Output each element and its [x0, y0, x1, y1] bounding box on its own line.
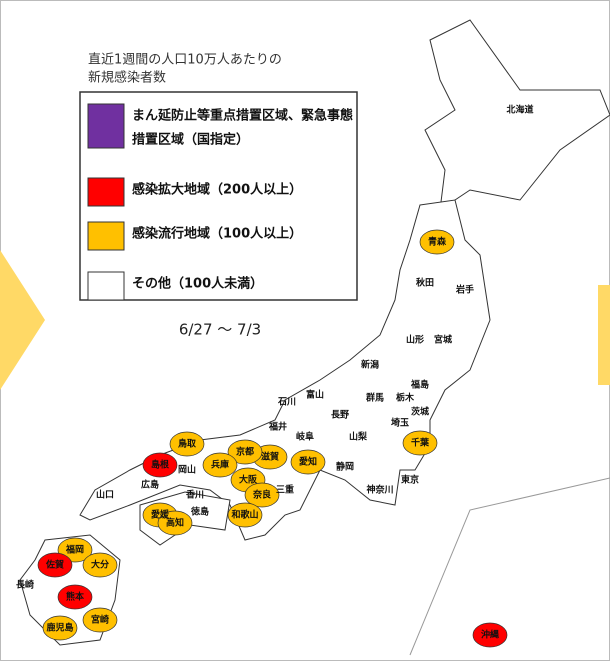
prefecture-area [142, 452, 178, 478]
prefecture-area [244, 482, 280, 508]
prefecture-label: 新潟 [361, 359, 379, 371]
prefecture-label: 長崎 [16, 579, 34, 591]
prefecture-label: 熊本 [66, 591, 85, 603]
legend-label: 感染拡大地域（200人以上） [132, 182, 302, 198]
prefecture-label: 神奈川 [366, 484, 393, 496]
prefecture-label: 三重 [276, 484, 294, 496]
legend-title: 直近1週間の人口10万人あたりの [88, 53, 282, 68]
legend-label: 感染流行地域（100人以上） [132, 226, 302, 242]
prefecture-label: 山形 [406, 334, 424, 346]
legend-swatch [87, 177, 125, 207]
prefecture-label: 石川 [277, 397, 296, 408]
legend-label: 措置区域（国指定） [132, 132, 249, 148]
prefecture-label: 和歌山 [230, 509, 258, 521]
prefecture-area [42, 615, 78, 641]
legend-title: 新規感染者数 [88, 70, 166, 86]
prefecture-area [82, 607, 118, 633]
prefecture-label: 静岡 [336, 461, 354, 473]
prefecture-label: 山口 [96, 489, 114, 501]
prefecture-label: 高知 [166, 517, 184, 529]
period: 6/27 〜 7/3 [179, 321, 261, 339]
prefecture-label: 福岡 [65, 544, 84, 556]
prefecture-area [227, 502, 263, 528]
prefecture-label: 埼玉 [391, 417, 409, 429]
prefecture-area [169, 431, 205, 457]
legend-box [79, 91, 358, 301]
prefecture-label: 栃木 [396, 392, 415, 404]
legend-label: その他（100人未満） [132, 276, 263, 292]
prefecture-label: 佐賀 [45, 559, 64, 571]
prefecture-label: 岐阜 [296, 431, 314, 443]
prefecture-label: 徳島 [190, 506, 209, 518]
prefecture-area [472, 622, 508, 648]
prefecture-label: 青森 [428, 236, 447, 248]
prefecture-area [419, 229, 455, 255]
prefecture-area [290, 449, 326, 475]
prefecture-label: 大分 [91, 559, 109, 571]
prefecture-area [57, 584, 93, 610]
prefecture-label: 山梨 [349, 431, 368, 443]
hokkaido-shape [424, 19, 610, 212]
prefecture-area [82, 552, 118, 578]
prefecture-label: 香川 [185, 489, 204, 501]
prefecture-label: 鹿児島 [45, 622, 73, 634]
prefecture-label: 群馬 [365, 392, 384, 404]
prefecture-label: 岡山 [178, 464, 196, 476]
right-arrow [598, 285, 610, 385]
legend-swatch [87, 103, 125, 149]
prefecture-label: 広島 [141, 479, 159, 491]
prefecture-label: 東京 [401, 474, 419, 486]
prefecture-label: 滋賀 [261, 451, 279, 463]
prefecture-label: 奈良 [252, 489, 271, 501]
left-arrow [0, 250, 45, 390]
prefecture-label: 北海道 [506, 104, 533, 116]
legend-label: まん延防止等重点措置区域、緊急事態 [132, 108, 353, 124]
prefecture-area [202, 452, 238, 478]
prefecture-label: 沖縄 [481, 629, 499, 641]
prefecture-label: 長野 [331, 410, 349, 421]
legend-swatch [87, 221, 125, 251]
prefecture-area [402, 430, 438, 456]
prefecture-area [37, 552, 73, 578]
prefecture-label: 秋田 [415, 277, 434, 289]
prefecture-area [157, 510, 193, 536]
inset-border [409, 477, 610, 656]
prefecture-label: 岩手 [455, 284, 474, 296]
prefecture-label: 茨城 [411, 406, 429, 418]
prefecture-label: 福島 [410, 379, 429, 391]
prefecture-label: 宮崎 [91, 614, 109, 626]
prefecture-label: 島根 [151, 459, 170, 471]
prefecture-label: 千葉 [411, 437, 430, 449]
prefecture-label: 大阪 [239, 474, 258, 486]
prefecture-area [227, 439, 263, 465]
prefecture-label: 富山 [306, 389, 324, 401]
prefecture-label: 鳥取 [178, 438, 197, 450]
legend-swatch [87, 271, 125, 301]
prefecture-label: 京都 [236, 446, 254, 458]
prefecture-label: 福井 [268, 421, 287, 433]
prefecture-label: 兵庫 [211, 459, 229, 471]
prefecture-label: 宮城 [434, 334, 452, 346]
prefecture-label: 愛知 [299, 456, 317, 468]
prefecture-label: 愛媛 [151, 509, 170, 521]
